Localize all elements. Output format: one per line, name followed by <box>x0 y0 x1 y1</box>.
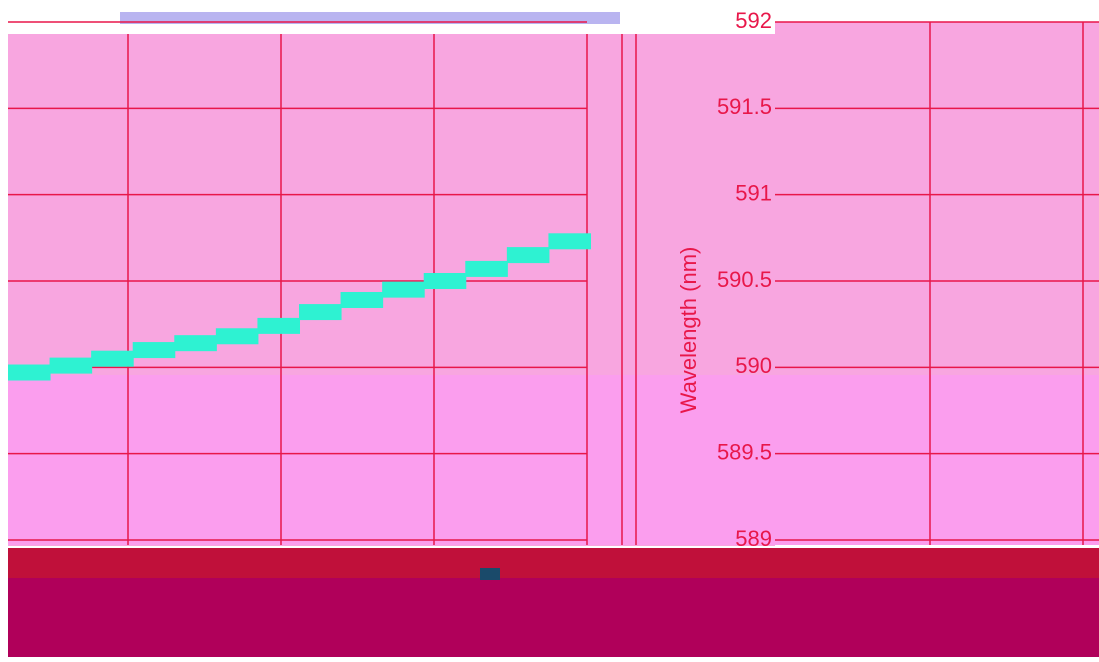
y-tick-label: 591 <box>735 180 772 205</box>
step-segment <box>423 273 467 289</box>
step-segment <box>49 357 93 374</box>
step-segment <box>8 364 51 381</box>
y-tick-label: 589.5 <box>717 439 772 464</box>
status-band <box>8 548 1099 578</box>
footer <box>8 578 1099 657</box>
step-segment <box>548 233 591 250</box>
y-tick-label: 591.5 <box>717 94 772 119</box>
y-axis-label: Wavelength (nm) <box>676 247 701 414</box>
step-segment <box>132 342 176 359</box>
step-segment <box>174 335 217 352</box>
lower-panel <box>8 375 1099 545</box>
step-segment <box>382 281 425 298</box>
step-segment <box>215 328 259 345</box>
step-segment <box>91 350 134 367</box>
y-tick-label: 590 <box>735 353 772 378</box>
step-segment <box>340 291 384 308</box>
footer-icon <box>480 568 500 580</box>
step-segment <box>257 317 300 334</box>
y-tick-label: 592 <box>735 8 772 33</box>
step-segment <box>506 247 550 264</box>
y-tick-label: 589 <box>735 526 772 551</box>
y-tick-label: 590.5 <box>717 267 772 292</box>
step-segment <box>465 260 508 277</box>
toolbar <box>120 12 620 24</box>
step-segment <box>299 304 342 321</box>
